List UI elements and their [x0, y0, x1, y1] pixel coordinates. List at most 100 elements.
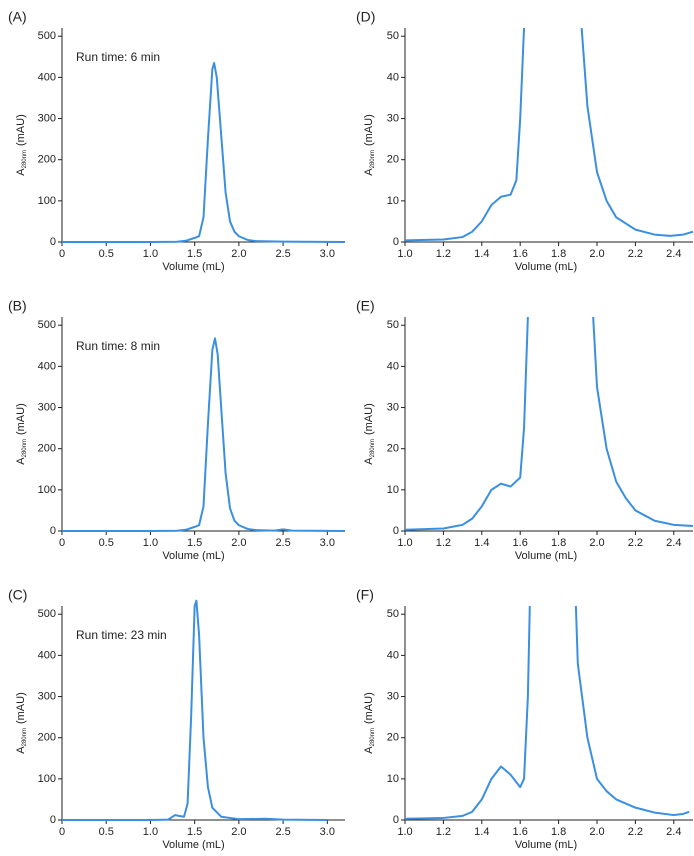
- y-tick-label: 0: [50, 525, 56, 537]
- y-tick-label: 40: [387, 71, 399, 83]
- y-tick-label: 500: [38, 30, 56, 42]
- y-label-sub: 280nm: [22, 728, 28, 746]
- x-tick-label: 2.4: [666, 248, 681, 260]
- x-tick-label: 1.6: [513, 826, 528, 838]
- y-tick-label: 300: [38, 690, 56, 702]
- x-tick-label: 2.4: [666, 826, 681, 838]
- panel-label: (B): [8, 298, 27, 314]
- y-tick-label: 30: [387, 112, 399, 124]
- y-tick-label: 20: [387, 732, 399, 744]
- x-tick-label: 1.4: [474, 248, 489, 260]
- y-tick-label: 0: [393, 814, 399, 826]
- annotation: Run time: 8 min: [76, 339, 160, 353]
- x-tick-label: 1.0: [143, 248, 158, 260]
- x-tick-label: 1.5: [187, 826, 202, 838]
- x-tick-label: 1.6: [513, 537, 528, 549]
- x-axis-label: Volume (mL): [515, 839, 577, 851]
- y-tick-label: 40: [387, 649, 399, 661]
- panel-label: (A): [8, 9, 27, 25]
- x-tick-label: 2.5: [275, 537, 290, 549]
- x-tick-label: 2.2: [628, 826, 643, 838]
- y-tick-label: 400: [38, 360, 56, 372]
- y-label-unit: (mAU): [15, 114, 27, 146]
- y-label-main: A: [363, 168, 375, 176]
- x-tick-label: 0: [59, 248, 65, 260]
- x-axis-label: Volume (mL): [162, 550, 224, 562]
- data-line: [62, 599, 328, 821]
- x-tick-label: 1.8: [551, 248, 566, 260]
- y-label-sub: 280nm: [370, 728, 376, 746]
- panel-label: (C): [8, 587, 27, 603]
- y-tick-label: 400: [38, 649, 56, 661]
- x-tick-label: 0.5: [99, 826, 114, 838]
- annotation: Run time: 23 min: [76, 628, 167, 642]
- y-tick-label: 0: [393, 236, 399, 248]
- y-label-main: A: [15, 457, 27, 465]
- x-tick-label: 1.2: [436, 537, 451, 549]
- x-tick-label: 1.8: [551, 537, 566, 549]
- x-tick-label: 1.6: [513, 248, 528, 260]
- y-axis-label: A280nm (mAU): [15, 114, 28, 175]
- x-tick-label: 2.0: [231, 826, 246, 838]
- y-tick-label: 100: [38, 195, 56, 207]
- y-label-unit: (mAU): [363, 403, 375, 435]
- y-label-sub: 280nm: [370, 150, 376, 168]
- y-tick-label: 100: [38, 484, 56, 496]
- x-tick-label: 1.4: [474, 537, 489, 549]
- y-label-sub: 280nm: [370, 439, 376, 457]
- y-tick-label: 100: [38, 773, 56, 785]
- x-tick-label: 3.0: [320, 537, 335, 549]
- y-label-main: A: [363, 746, 375, 754]
- x-tick-label: 0: [59, 826, 65, 838]
- y-tick-label: 10: [387, 773, 399, 785]
- y-tick-label: 30: [387, 401, 399, 413]
- data-line: [404, 27, 694, 242]
- y-tick-label: 50: [387, 30, 399, 42]
- y-axis-label: A280nm (mAU): [363, 403, 376, 464]
- x-tick-label: 1.0: [143, 537, 158, 549]
- panel-label: (F): [356, 587, 374, 603]
- y-tick-label: 50: [387, 608, 399, 620]
- y-label-sub: 280nm: [22, 439, 28, 457]
- y-label-main: A: [15, 746, 27, 754]
- x-axis-label: Volume (mL): [162, 839, 224, 851]
- y-tick-label: 40: [387, 360, 399, 372]
- y-axis-label: A280nm (mAU): [363, 114, 376, 175]
- panel-label: (D): [356, 9, 375, 25]
- y-tick-label: 50: [387, 319, 399, 331]
- x-tick-label: 1.0: [143, 826, 158, 838]
- data-line: [404, 316, 694, 531]
- y-tick-label: 0: [50, 814, 56, 826]
- x-tick-label: 0: [59, 537, 65, 549]
- data-line: [404, 605, 690, 820]
- y-tick-label: 200: [38, 443, 56, 455]
- y-tick-label: 10: [387, 195, 399, 207]
- y-tick-label: 500: [38, 608, 56, 620]
- y-tick-label: 20: [387, 154, 399, 166]
- y-tick-label: 300: [38, 401, 56, 413]
- y-tick-label: 500: [38, 319, 56, 331]
- y-tick-label: 0: [393, 525, 399, 537]
- annotation: Run time: 6 min: [76, 50, 160, 64]
- x-tick-label: 0.5: [99, 248, 114, 260]
- x-tick-label: 1.8: [551, 826, 566, 838]
- x-tick-label: 1.0: [397, 537, 412, 549]
- x-tick-label: 2.0: [589, 537, 604, 549]
- y-tick-label: 200: [38, 154, 56, 166]
- y-tick-label: 400: [38, 71, 56, 83]
- x-tick-label: 2.0: [231, 248, 246, 260]
- y-tick-label: 0: [50, 236, 56, 248]
- panel-label: (E): [356, 298, 375, 314]
- y-label-main: A: [15, 168, 27, 176]
- x-tick-label: 2.2: [628, 248, 643, 260]
- y-tick-label: 30: [387, 690, 399, 702]
- x-tick-label: 1.0: [397, 248, 412, 260]
- x-tick-label: 2.0: [231, 537, 246, 549]
- x-tick-label: 1.2: [436, 248, 451, 260]
- y-tick-label: 10: [387, 484, 399, 496]
- x-tick-label: 1.5: [187, 537, 202, 549]
- x-tick-label: 0.5: [99, 537, 114, 549]
- x-tick-label: 1.5: [187, 248, 202, 260]
- y-tick-label: 300: [38, 112, 56, 124]
- y-label-unit: (mAU): [363, 114, 375, 146]
